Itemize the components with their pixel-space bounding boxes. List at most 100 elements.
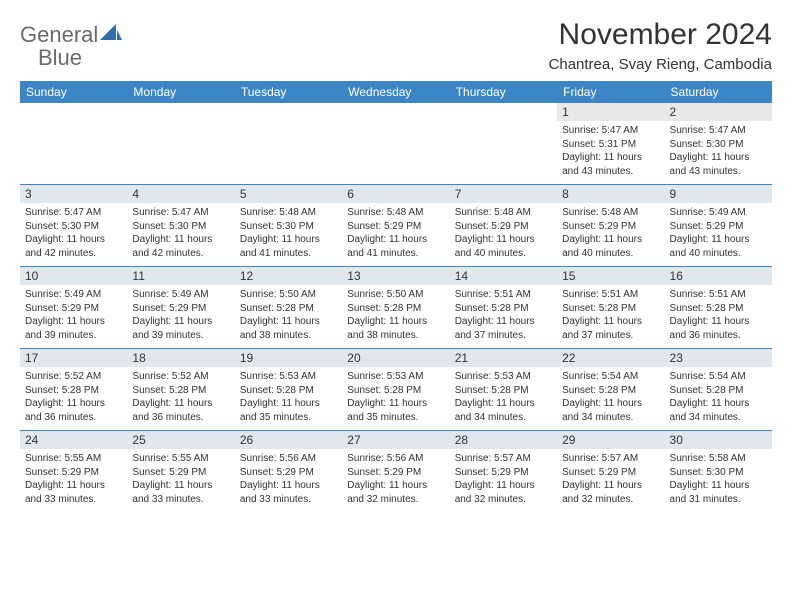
dayhead-wed: Wednesday	[342, 81, 449, 103]
day-cell: Sunrise: 5:47 AMSunset: 5:30 PMDaylight:…	[20, 203, 127, 267]
day-cell: Sunrise: 5:56 AMSunset: 5:29 PMDaylight:…	[235, 449, 342, 512]
sunrise-text: Sunrise: 5:50 AM	[240, 288, 337, 302]
day-cell: Sunrise: 5:51 AMSunset: 5:28 PMDaylight:…	[450, 285, 557, 349]
sunrise-text: Sunrise: 5:57 AM	[455, 452, 552, 466]
sunset-text: Sunset: 5:29 PM	[25, 466, 122, 480]
sunrise-text: Sunrise: 5:54 AM	[670, 370, 767, 384]
daynum-cell: 16	[665, 267, 772, 285]
sunrise-text: Sunrise: 5:49 AM	[25, 288, 122, 302]
sunrise-text: Sunrise: 5:54 AM	[562, 370, 659, 384]
sunset-text: Sunset: 5:28 PM	[240, 302, 337, 316]
day-cell: Sunrise: 5:48 AMSunset: 5:29 PMDaylight:…	[557, 203, 664, 267]
daynum-cell: 9	[665, 185, 772, 203]
daynum-cell: 7	[450, 185, 557, 203]
logo-word2: Blue	[38, 45, 82, 70]
daylight-text-2: and 32 minutes.	[562, 493, 659, 507]
daynum-cell: 24	[20, 431, 127, 449]
day-cell: Sunrise: 5:56 AMSunset: 5:29 PMDaylight:…	[342, 449, 449, 512]
sunset-text: Sunset: 5:28 PM	[347, 384, 444, 398]
sunset-text: Sunset: 5:29 PM	[132, 466, 229, 480]
daylight-text-2: and 34 minutes.	[455, 411, 552, 425]
sunset-text: Sunset: 5:28 PM	[25, 384, 122, 398]
daylight-text-1: Daylight: 11 hours	[240, 233, 337, 247]
day-cell: Sunrise: 5:52 AMSunset: 5:28 PMDaylight:…	[127, 367, 234, 431]
daynum-cell: 10	[20, 267, 127, 285]
daynum-row: 10111213141516	[20, 267, 772, 285]
daynum-cell: 8	[557, 185, 664, 203]
sunrise-text: Sunrise: 5:47 AM	[25, 206, 122, 220]
daylight-text-2: and 35 minutes.	[347, 411, 444, 425]
day-cell: Sunrise: 5:54 AMSunset: 5:28 PMDaylight:…	[665, 367, 772, 431]
sunset-text: Sunset: 5:28 PM	[455, 384, 552, 398]
day-cell	[127, 121, 234, 185]
daynum-cell	[235, 103, 342, 121]
daynum-cell: 20	[342, 349, 449, 367]
daynum-cell	[342, 103, 449, 121]
dayhead-tue: Tuesday	[235, 81, 342, 103]
sunset-text: Sunset: 5:30 PM	[25, 220, 122, 234]
daylight-text-2: and 36 minutes.	[670, 329, 767, 343]
daylight-text-1: Daylight: 11 hours	[670, 315, 767, 329]
sunrise-text: Sunrise: 5:53 AM	[347, 370, 444, 384]
daylight-text-1: Daylight: 11 hours	[455, 315, 552, 329]
sunset-text: Sunset: 5:29 PM	[132, 302, 229, 316]
sunrise-text: Sunrise: 5:52 AM	[132, 370, 229, 384]
dayhead-mon: Monday	[127, 81, 234, 103]
sunset-text: Sunset: 5:29 PM	[562, 466, 659, 480]
calendar-body: 12Sunrise: 5:47 AMSunset: 5:31 PMDayligh…	[20, 103, 772, 512]
sunrise-text: Sunrise: 5:55 AM	[25, 452, 122, 466]
daylight-text-2: and 40 minutes.	[562, 247, 659, 261]
day-cell: Sunrise: 5:48 AMSunset: 5:29 PMDaylight:…	[450, 203, 557, 267]
sunset-text: Sunset: 5:29 PM	[347, 220, 444, 234]
daylight-text-2: and 34 minutes.	[670, 411, 767, 425]
day-cell: Sunrise: 5:54 AMSunset: 5:28 PMDaylight:…	[557, 367, 664, 431]
daynum-cell: 21	[450, 349, 557, 367]
daylight-text-2: and 36 minutes.	[132, 411, 229, 425]
daylight-text-1: Daylight: 11 hours	[670, 397, 767, 411]
daynum-cell: 5	[235, 185, 342, 203]
daylight-text-2: and 33 minutes.	[240, 493, 337, 507]
day-cell: Sunrise: 5:51 AMSunset: 5:28 PMDaylight:…	[557, 285, 664, 349]
day-cell	[342, 121, 449, 185]
sunset-text: Sunset: 5:28 PM	[347, 302, 444, 316]
sunset-text: Sunset: 5:29 PM	[25, 302, 122, 316]
daynum-cell: 3	[20, 185, 127, 203]
sunrise-text: Sunrise: 5:49 AM	[670, 206, 767, 220]
daylight-text-1: Daylight: 11 hours	[455, 479, 552, 493]
day-cell: Sunrise: 5:52 AMSunset: 5:28 PMDaylight:…	[20, 367, 127, 431]
daylight-text-1: Daylight: 11 hours	[132, 315, 229, 329]
day-cell	[20, 121, 127, 185]
daylight-text-2: and 42 minutes.	[132, 247, 229, 261]
daynum-cell: 11	[127, 267, 234, 285]
daylight-text-1: Daylight: 11 hours	[132, 233, 229, 247]
sunset-text: Sunset: 5:29 PM	[455, 466, 552, 480]
daylight-text-2: and 33 minutes.	[25, 493, 122, 507]
sunset-text: Sunset: 5:29 PM	[240, 466, 337, 480]
daynum-cell: 13	[342, 267, 449, 285]
daylight-text-1: Daylight: 11 hours	[455, 233, 552, 247]
daylight-text-1: Daylight: 11 hours	[670, 479, 767, 493]
daynum-cell: 18	[127, 349, 234, 367]
daylight-text-1: Daylight: 11 hours	[132, 397, 229, 411]
daylight-text-2: and 42 minutes.	[25, 247, 122, 261]
sunset-text: Sunset: 5:30 PM	[670, 138, 767, 152]
sunset-text: Sunset: 5:28 PM	[455, 302, 552, 316]
daynum-cell: 4	[127, 185, 234, 203]
daylight-text-1: Daylight: 11 hours	[347, 315, 444, 329]
day-cell: Sunrise: 5:47 AMSunset: 5:31 PMDaylight:…	[557, 121, 664, 185]
sunrise-text: Sunrise: 5:56 AM	[240, 452, 337, 466]
day-cell	[450, 121, 557, 185]
sunset-text: Sunset: 5:29 PM	[455, 220, 552, 234]
daynum-cell: 15	[557, 267, 664, 285]
day-cell: Sunrise: 5:57 AMSunset: 5:29 PMDaylight:…	[450, 449, 557, 512]
week-row: Sunrise: 5:52 AMSunset: 5:28 PMDaylight:…	[20, 367, 772, 431]
daynum-row: 17181920212223	[20, 349, 772, 367]
header-row: General Blue November 2024 Chantrea, Sva…	[20, 18, 772, 73]
sunset-text: Sunset: 5:30 PM	[670, 466, 767, 480]
dayhead-sat: Saturday	[665, 81, 772, 103]
daylight-text-1: Daylight: 11 hours	[455, 397, 552, 411]
sunrise-text: Sunrise: 5:58 AM	[670, 452, 767, 466]
sunrise-text: Sunrise: 5:55 AM	[132, 452, 229, 466]
daylight-text-1: Daylight: 11 hours	[25, 315, 122, 329]
daynum-cell: 14	[450, 267, 557, 285]
